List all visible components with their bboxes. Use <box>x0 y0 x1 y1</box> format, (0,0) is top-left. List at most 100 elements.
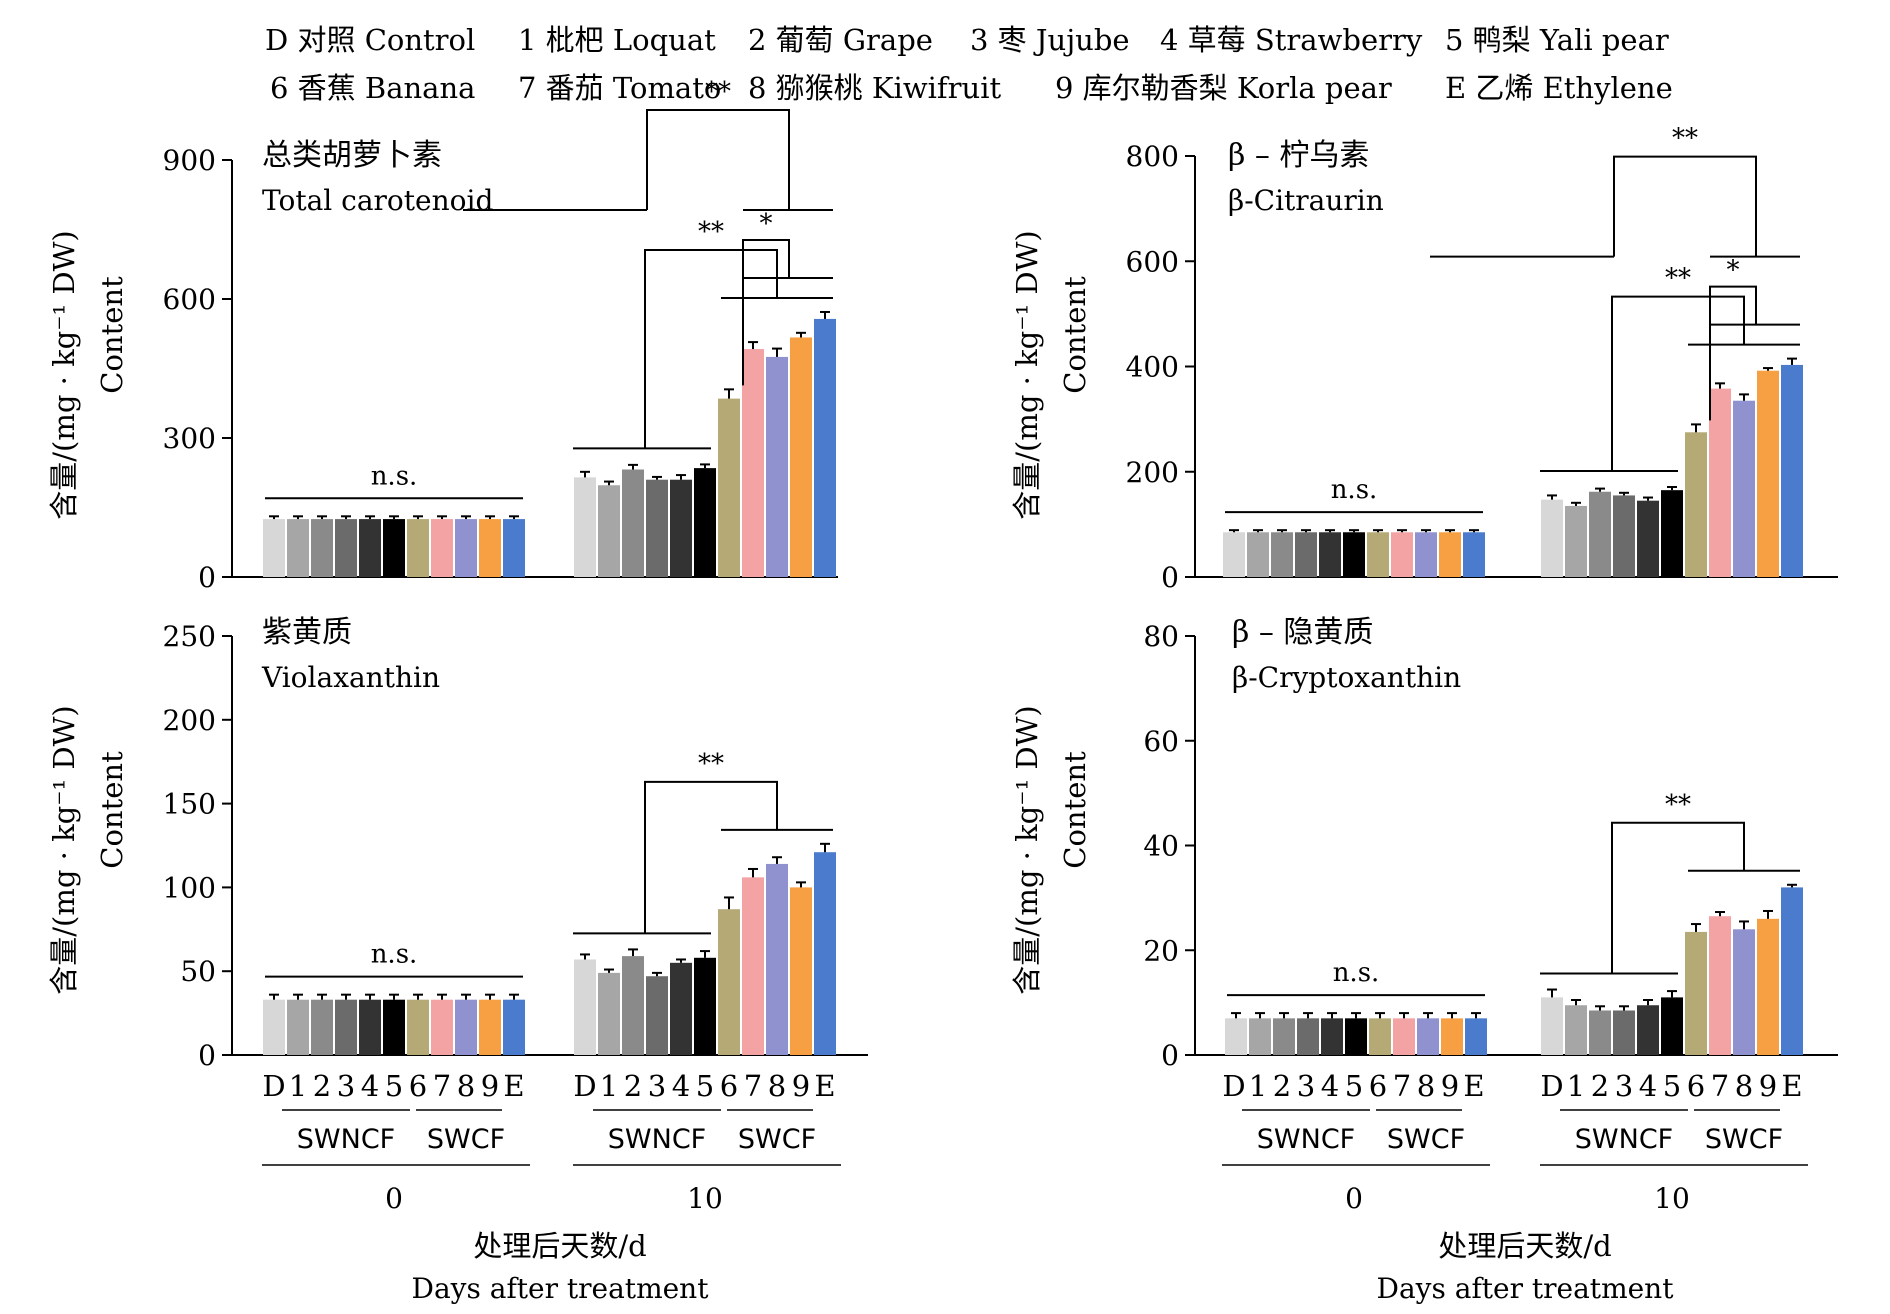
y-tick-label-4: 40 <box>1143 830 1179 863</box>
bar-6-day0-3 <box>407 999 429 1055</box>
y-tick-label-1: 300 <box>163 422 216 455</box>
bar-2-day0-3 <box>311 999 333 1055</box>
significance-bracket-2 <box>1611 295 1745 472</box>
panel-title-en-1: Total carotenoid <box>262 184 493 217</box>
bar-key-label-d: D <box>1222 1069 1245 1103</box>
bar-4-day0-4 <box>1321 1018 1343 1055</box>
inner-bracket-2 <box>1709 285 1757 421</box>
bar-d-day0-1 <box>263 519 285 577</box>
bar-3-day0-2 <box>1295 532 1317 577</box>
bar-key-label-8: 8 <box>1417 1069 1435 1103</box>
bar-key-label-5: 5 <box>1663 1069 1681 1103</box>
y-label-cn-2: 含量/(mg · kg⁻¹ DW) <box>1010 230 1044 519</box>
bar-7-day0-4 <box>1393 1018 1415 1055</box>
bar-3-day10-3 <box>646 976 668 1055</box>
bar-6-day10-1 <box>718 398 740 577</box>
bar-key-label-1: 1 <box>600 1069 618 1103</box>
bar-key-label-8: 8 <box>1735 1069 1753 1103</box>
bar-7-day10-4 <box>1709 916 1731 1055</box>
bar-key-label-9: 9 <box>792 1069 810 1103</box>
bar-5-day10-4 <box>1661 997 1683 1055</box>
bar-key-label-7: 7 <box>1711 1069 1729 1103</box>
bar-e-day0-2 <box>1463 532 1485 577</box>
y-tick-label-4: 80 <box>1143 620 1179 653</box>
bar-key-label-4: 4 <box>672 1069 690 1103</box>
legend-item-1: 1 枇杷 Loquat <box>518 23 716 57</box>
y-tick-label-2: 800 <box>1126 140 1179 173</box>
bar-9-day0-3 <box>479 999 501 1055</box>
y-tick-label-1: 0 <box>198 561 216 594</box>
bar-4-day0-1 <box>359 519 381 577</box>
x-label-cn: 处理后天数/d <box>1438 1229 1611 1263</box>
y-tick-label-2: 0 <box>1161 561 1179 594</box>
bar-key-label-6: 6 <box>1369 1069 1387 1103</box>
bar-5-day10-1 <box>694 468 716 577</box>
bar-key-label-9: 9 <box>1759 1069 1777 1103</box>
bar-e-day10-1 <box>814 318 836 577</box>
bar-key-label-7: 7 <box>744 1069 762 1103</box>
sub-label-swcf: SWCF <box>1705 1124 1783 1155</box>
sub-label-swcf: SWCF <box>738 1124 816 1155</box>
significance-bracket-1 <box>644 248 778 449</box>
bar-d-day10-1 <box>574 477 596 577</box>
bar-5-day0-3 <box>383 999 405 1055</box>
bar-5-day0-2 <box>1343 532 1365 577</box>
bar-7-day0-2 <box>1391 532 1413 577</box>
bar-e-day0-1 <box>503 519 525 577</box>
bar-key-label-3: 3 <box>337 1069 355 1103</box>
bar-key-label-2: 2 <box>313 1069 331 1103</box>
bar-key-label-4: 4 <box>1321 1069 1339 1103</box>
y-label-en-1: Content <box>95 276 129 394</box>
group-label-10: 10 <box>1654 1182 1690 1215</box>
bar-e-day10-3 <box>814 852 836 1055</box>
panel-title-cn-3: 紫黄质 <box>262 615 352 650</box>
bar-5-day10-2 <box>1661 490 1683 577</box>
bar-key-label-2: 2 <box>1273 1069 1291 1103</box>
significance-bracket-3 <box>644 780 778 934</box>
bar-d-day10-4 <box>1541 997 1563 1055</box>
legend-item-4: 4 草莓 Strawberry <box>1160 23 1423 57</box>
bar-key-label-1: 1 <box>1567 1069 1585 1103</box>
bar-e-day0-4 <box>1465 1018 1487 1055</box>
bar-6-day0-2 <box>1367 532 1389 577</box>
significance-label-1: ** <box>698 217 724 247</box>
ns-label-4: n.s. <box>1333 958 1380 988</box>
y-label-cn-1: 含量/(mg · kg⁻¹ DW) <box>47 230 81 519</box>
bar-6-day10-3 <box>718 909 740 1055</box>
panel-title-en-2: β-Citraurin <box>1228 184 1384 217</box>
bar-8-day0-2 <box>1415 532 1437 577</box>
bar-key-label-e: E <box>1781 1069 1802 1103</box>
x-label-cn: 处理后天数/d <box>473 1229 646 1263</box>
y-tick-label-2: 600 <box>1126 245 1179 278</box>
x-label-en: Days after treatment <box>1377 1272 1675 1305</box>
bar-key-label-3: 3 <box>648 1069 666 1103</box>
bar-1-day0-4 <box>1249 1018 1271 1055</box>
bar-d-day10-2 <box>1541 499 1563 577</box>
bar-7-day10-3 <box>742 877 764 1055</box>
y-label-cn-4: 含量/(mg · kg⁻¹ DW) <box>1010 705 1044 994</box>
bar-2-day10-2 <box>1589 491 1611 577</box>
bar-key-label-4: 4 <box>1639 1069 1657 1103</box>
y-label-en-3: Content <box>95 751 129 869</box>
bar-8-day0-1 <box>455 519 477 577</box>
bar-8-day0-3 <box>455 999 477 1055</box>
y-tick-label-3: 150 <box>163 788 216 821</box>
panel-title-cn-2: β – 柠乌素 <box>1228 138 1369 173</box>
legend-item-3: 3 枣 Jujube <box>970 23 1130 57</box>
bar-5-day0-1 <box>383 519 405 577</box>
ns-label-2: n.s. <box>1331 475 1378 505</box>
significance-label-4: ** <box>1665 790 1691 820</box>
bar-d-day0-2 <box>1223 532 1245 577</box>
sub-label-swncf: SWNCF <box>1575 1124 1673 1155</box>
significance-label-3: ** <box>698 749 724 779</box>
bar-1-day10-1 <box>598 485 620 577</box>
y-tick-label-3: 50 <box>180 955 216 988</box>
bar-key-label-2: 2 <box>624 1069 642 1103</box>
bar-key-label-2: 2 <box>1591 1069 1609 1103</box>
legend-item-2: 2 葡萄 Grape <box>748 23 933 57</box>
y-tick-label-1: 900 <box>163 144 216 177</box>
bar-3-day0-1 <box>335 519 357 577</box>
y-tick-label-4: 0 <box>1161 1039 1179 1072</box>
bar-key-label-3: 3 <box>1615 1069 1633 1103</box>
bar-key-label-4: 4 <box>361 1069 379 1103</box>
